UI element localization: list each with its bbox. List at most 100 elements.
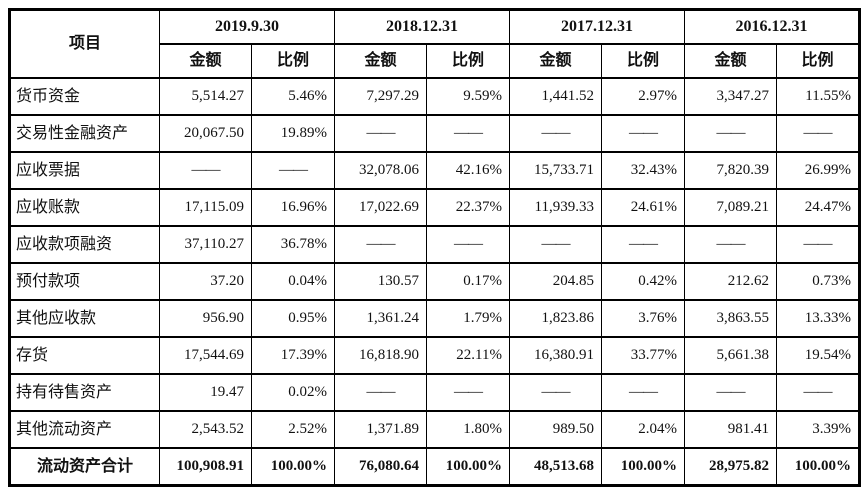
period-header-2016: 2016.12.31: [684, 8, 860, 45]
value-cell: 16.96%: [251, 188, 335, 227]
value-cell: 17.39%: [251, 336, 335, 375]
value-cell: 36.78%: [251, 225, 335, 264]
amount-header: 金额: [334, 43, 427, 79]
value-cell: 100.00%: [251, 447, 335, 487]
period-header-2018: 2018.12.31: [334, 8, 510, 45]
table-row: 其他流动资产 2,543.52 2.52% 1,371.89 1.80% 989.50 2.…: [9, 410, 860, 449]
table-row: 应收款项融资 37,110.27 36.78% —— —— —— —— —— ——: [9, 225, 860, 264]
amount-header: 金额: [509, 43, 602, 79]
row-label: 存货: [9, 336, 160, 375]
empty-value-cell: ——: [509, 114, 602, 153]
value-cell: 0.04%: [251, 262, 335, 301]
table-row: 其他应收款 956.90 0.95% 1,361.24 1.79% 1,823.86 3.7…: [9, 299, 860, 338]
value-cell: 33.77%: [601, 336, 685, 375]
empty-value-cell: ——: [159, 151, 252, 190]
empty-value-cell: ——: [601, 114, 685, 153]
value-cell: 1,371.89: [334, 410, 427, 449]
empty-value-cell: ——: [776, 114, 860, 153]
subheader-row: 金额 比例 金额 比例 金额 比例 金额 比例: [10, 43, 860, 79]
table-row: 交易性金融资产 20,067.50 19.89% —— —— —— —— —— ——: [9, 114, 860, 153]
value-cell: 2.52%: [251, 410, 335, 449]
value-cell: 989.50: [509, 410, 602, 449]
row-label: 应收款项融资: [9, 225, 160, 264]
value-cell: 19.89%: [251, 114, 335, 153]
value-cell: 26.99%: [776, 151, 860, 190]
table-row: 应收票据 —— —— 32,078.06 42.16% 15,733.71 32.43% 7,…: [9, 151, 860, 190]
value-cell: 3,863.55: [684, 299, 777, 338]
value-cell: 76,080.64: [334, 447, 427, 487]
value-cell: 956.90: [159, 299, 252, 338]
value-cell: 24.61%: [601, 188, 685, 227]
value-cell: 1.80%: [426, 410, 510, 449]
value-cell: 2,543.52: [159, 410, 252, 449]
value-cell: 100.00%: [776, 447, 860, 487]
value-cell: 28,975.82: [684, 447, 777, 487]
value-cell: 2.97%: [601, 77, 685, 116]
value-cell: 3.39%: [776, 410, 860, 449]
row-label: 其他流动资产: [9, 410, 160, 449]
empty-value-cell: ——: [601, 225, 685, 264]
value-cell: 2.04%: [601, 410, 685, 449]
value-cell: 1.79%: [426, 299, 510, 338]
value-cell: 11.55%: [776, 77, 860, 116]
empty-value-cell: ——: [601, 373, 685, 412]
value-cell: 19.47: [159, 373, 252, 412]
value-cell: 100,908.91: [159, 447, 252, 487]
empty-value-cell: ——: [426, 114, 510, 153]
empty-value-cell: ——: [426, 225, 510, 264]
value-cell: 17,544.69: [159, 336, 252, 375]
value-cell: 15,733.71: [509, 151, 602, 190]
value-cell: 42.16%: [426, 151, 510, 190]
empty-value-cell: ——: [334, 373, 427, 412]
table-row: 货币资金 5,514.27 5.46% 7,297.29 9.59% 1,441.52 2.…: [9, 77, 860, 116]
value-cell: 20,067.50: [159, 114, 252, 153]
value-cell: 22.11%: [426, 336, 510, 375]
table-row: 预付款项 37.20 0.04% 130.57 0.17% 204.85 0.42% 212.…: [9, 262, 860, 301]
empty-value-cell: ——: [776, 225, 860, 264]
value-cell: 32,078.06: [334, 151, 427, 190]
value-cell: 17,022.69: [334, 188, 427, 227]
value-cell: 3,347.27: [684, 77, 777, 116]
empty-value-cell: ——: [509, 225, 602, 264]
row-label: 其他应收款: [9, 299, 160, 338]
empty-value-cell: ——: [509, 373, 602, 412]
empty-value-cell: ——: [334, 114, 427, 153]
value-cell: 48,513.68: [509, 447, 602, 487]
value-cell: 204.85: [509, 262, 602, 301]
value-cell: 22.37%: [426, 188, 510, 227]
value-cell: 5.46%: [251, 77, 335, 116]
amount-header: 金额: [159, 43, 252, 79]
row-label: 货币资金: [9, 77, 160, 116]
empty-value-cell: ——: [776, 373, 860, 412]
value-cell: 19.54%: [776, 336, 860, 375]
value-cell: 16,818.90: [334, 336, 427, 375]
period-header-2019: 2019.9.30: [159, 8, 335, 45]
value-cell: 7,089.21: [684, 188, 777, 227]
value-cell: 16,380.91: [509, 336, 602, 375]
value-cell: 981.41: [684, 410, 777, 449]
value-cell: 1,823.86: [509, 299, 602, 338]
value-cell: 1,441.52: [509, 77, 602, 116]
value-cell: 9.59%: [426, 77, 510, 116]
row-label: 持有待售资产: [9, 373, 160, 412]
value-cell: 212.62: [684, 262, 777, 301]
row-label: 流动资产合计: [9, 447, 160, 487]
value-cell: 0.73%: [776, 262, 860, 301]
value-cell: 7,820.39: [684, 151, 777, 190]
row-label: 预付款项: [9, 262, 160, 301]
period-header-row: 项目 2019.9.30 2018.12.31 2017.12.31 2016.…: [9, 8, 860, 79]
row-label: 应收账款: [9, 188, 160, 227]
value-cell: 0.95%: [251, 299, 335, 338]
value-cell: 5,514.27: [159, 77, 252, 116]
ratio-header: 比例: [601, 43, 685, 79]
value-cell: 24.47%: [776, 188, 860, 227]
value-cell: 7,297.29: [334, 77, 427, 116]
value-cell: 37,110.27: [159, 225, 252, 264]
table-header: 项目 2019.9.30 2018.12.31 2017.12.31 2016.…: [9, 8, 860, 79]
value-cell: 100.00%: [426, 447, 510, 487]
ratio-header: 比例: [426, 43, 510, 79]
table-row: 持有待售资产 19.47 0.02% —— —— —— —— —— ——: [9, 373, 860, 412]
value-cell: 37.20: [159, 262, 252, 301]
ratio-header: 比例: [776, 43, 860, 79]
